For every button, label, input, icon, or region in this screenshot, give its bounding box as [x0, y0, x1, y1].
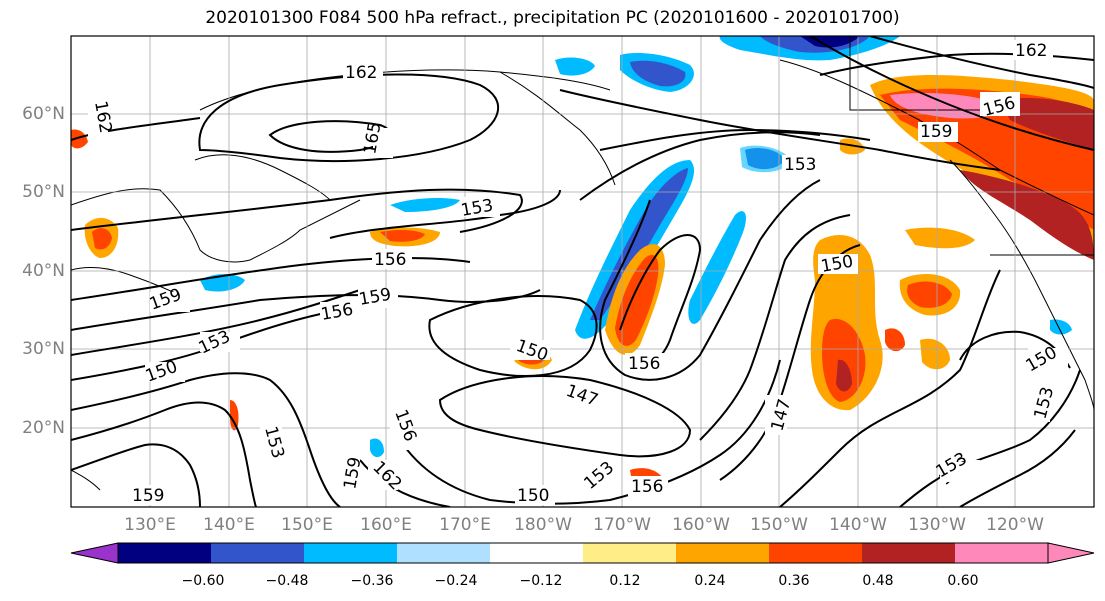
colorbar-tick-label: 0.60 [947, 573, 979, 589]
contour-label: 156 [631, 477, 663, 497]
contour-label: 156 [628, 354, 660, 374]
colorbar-segment [304, 543, 398, 563]
colorbar-segment [769, 543, 863, 563]
lat-label: 50°N [22, 182, 65, 202]
colorbar-segment [955, 543, 1049, 563]
colorbar-tick-label: −0.60 [181, 573, 225, 589]
colorbar-tick-label: −0.36 [350, 573, 394, 589]
lon-label: 150°E [281, 515, 333, 535]
colorbar-tick-label: 0.48 [862, 573, 894, 589]
lon-label: 160°E [360, 515, 412, 535]
lon-label: 150°W [750, 515, 808, 535]
contour-label: 162 [1015, 41, 1047, 61]
lon-label: 170°E [439, 515, 491, 535]
colorbar-tick-label: 0.24 [694, 573, 726, 589]
plot-frame [70, 35, 1095, 508]
lon-label: 180°W [514, 515, 572, 535]
contour-label: 162 [345, 63, 377, 83]
contour-label: 159 [132, 486, 164, 506]
colorbar-segment [118, 543, 212, 563]
colorbar-tick-label: −0.48 [265, 573, 309, 589]
lon-label: 130°E [124, 515, 176, 535]
colorbar-segment [397, 543, 491, 563]
lon-label: 140°W [829, 515, 887, 535]
colorbar-frame [117, 542, 1049, 564]
contour-label: 159 [920, 122, 952, 142]
colorbar-extension-high [1047, 542, 1095, 564]
lat-label: 30°N [22, 339, 65, 359]
lon-label: 160°W [672, 515, 730, 535]
colorbar-tick-label: 0.36 [778, 573, 810, 589]
contour-label: 150 [517, 486, 549, 506]
map-title: 2020101300 F084 500 hPa refract., precip… [205, 8, 900, 28]
colorbar-tick-label: −0.12 [519, 573, 563, 589]
lon-label: 130°W [908, 515, 966, 535]
colorbar-segment [676, 543, 770, 563]
lon-label: 140°E [203, 515, 255, 535]
lat-label: 40°N [22, 261, 65, 281]
colorbar-segment [583, 543, 677, 563]
colorbar-segment [490, 543, 584, 563]
lon-label: 170°W [593, 515, 651, 535]
lon-label: 120°W [986, 515, 1044, 535]
contour-label: 156 [374, 250, 406, 270]
colorbar-tick-label: 0.12 [609, 573, 641, 589]
colorbar [70, 542, 1095, 564]
lat-label: 20°N [22, 418, 65, 438]
contour-label: 153 [784, 155, 816, 175]
colorbar-tick-label: −0.24 [434, 573, 478, 589]
lat-label: 60°N [22, 104, 65, 124]
colorbar-extension-low [70, 542, 119, 564]
colorbar-segment [862, 543, 956, 563]
colorbar-segment [211, 543, 305, 563]
